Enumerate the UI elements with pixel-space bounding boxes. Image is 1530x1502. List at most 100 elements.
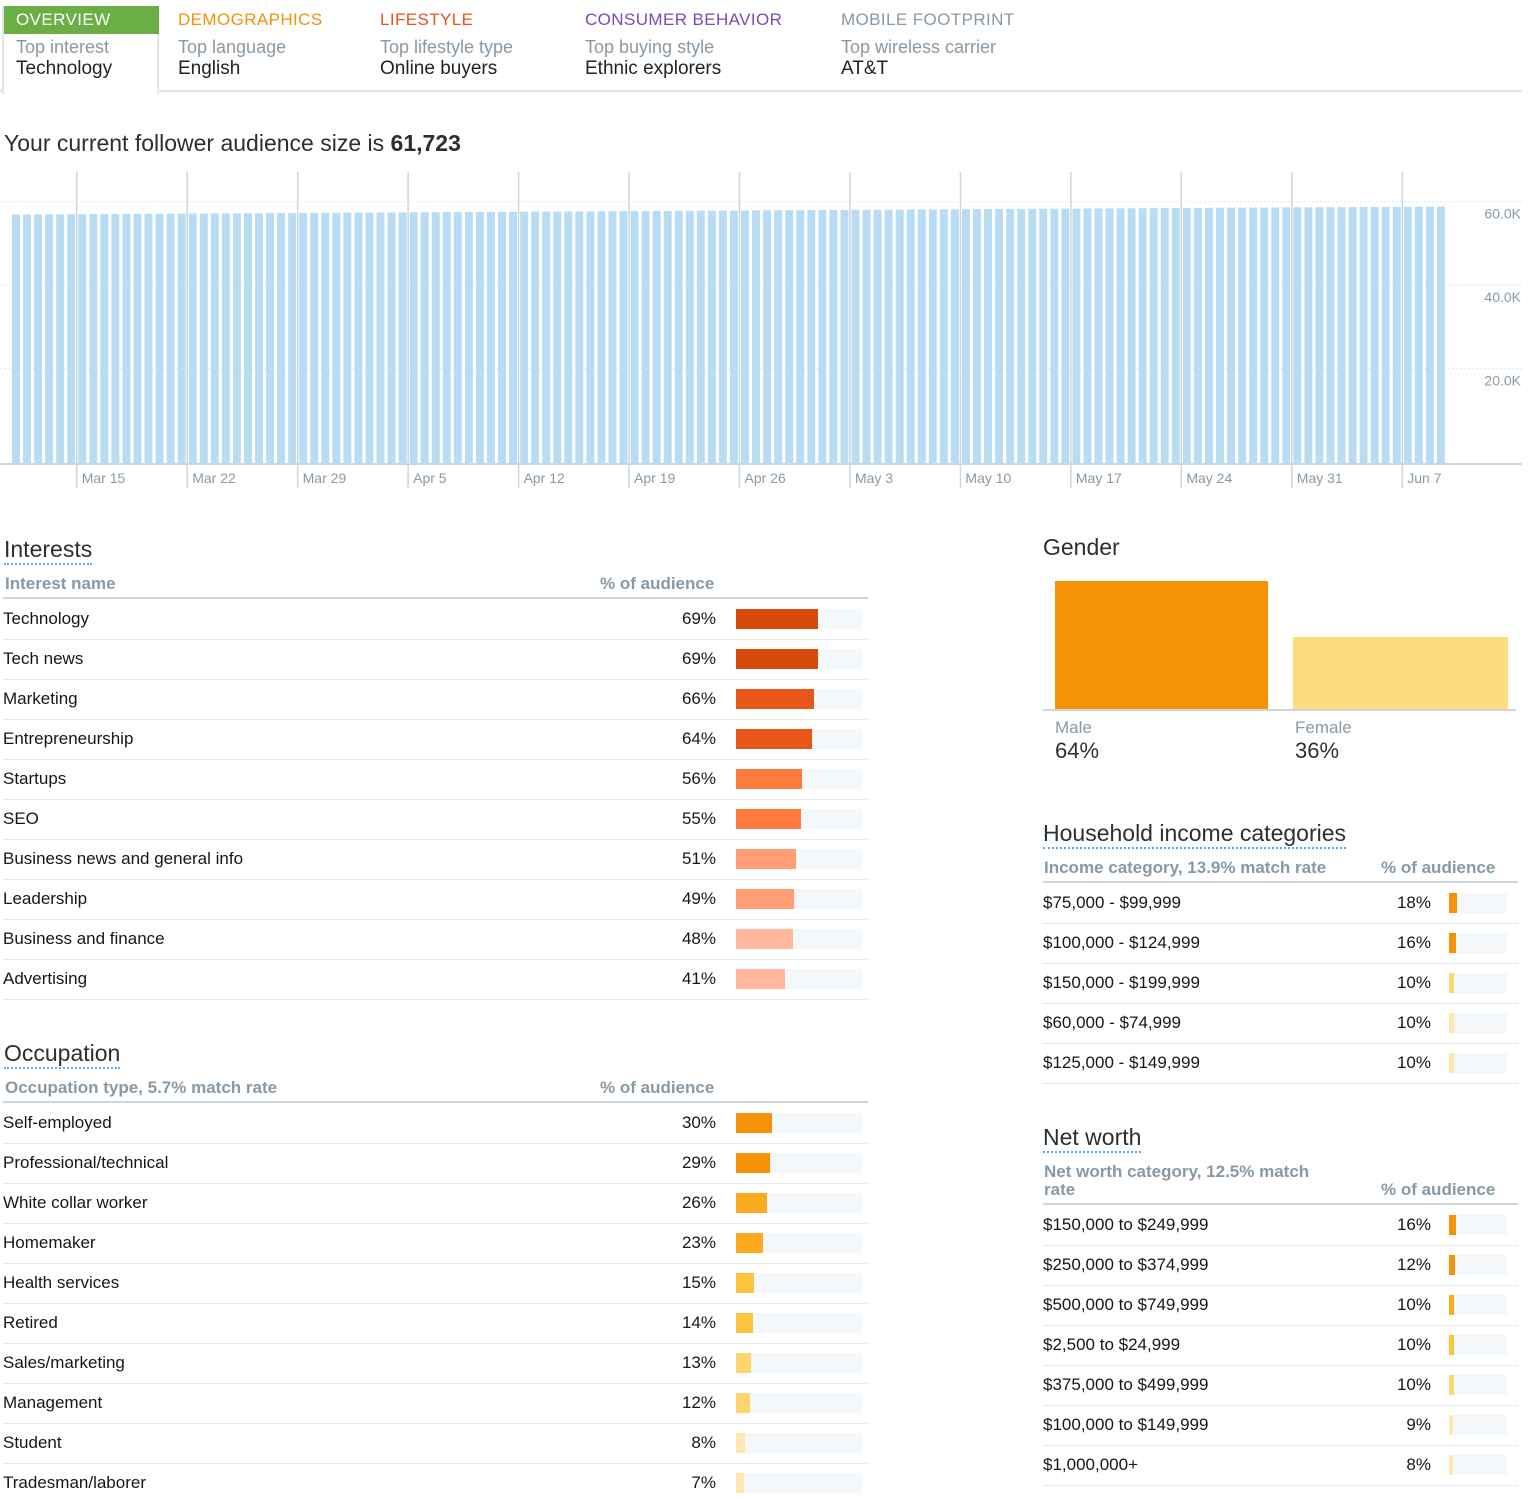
- chart-bar[interactable]: [509, 211, 518, 464]
- chart-bar[interactable]: [1216, 207, 1224, 465]
- chart-bar[interactable]: [752, 210, 761, 464]
- chart-bar[interactable]: [1304, 207, 1313, 464]
- chart-bar[interactable]: [851, 209, 860, 464]
- chart-bar[interactable]: [1381, 206, 1390, 464]
- chart-bar[interactable]: [1370, 206, 1379, 464]
- chart-bar[interactable]: [122, 213, 131, 464]
- chart-bar[interactable]: [973, 209, 981, 464]
- chart-bar[interactable]: [862, 209, 871, 464]
- chart-bar[interactable]: [917, 209, 926, 464]
- chart-bar[interactable]: [498, 211, 506, 464]
- chart-bar[interactable]: [23, 214, 31, 464]
- chart-bar[interactable]: [685, 210, 694, 464]
- chart-bar[interactable]: [442, 212, 451, 464]
- chart-bar[interactable]: [78, 214, 87, 464]
- chart-bar[interactable]: [387, 212, 396, 464]
- chart-bar[interactable]: [663, 210, 672, 464]
- chart-bar[interactable]: [730, 210, 738, 464]
- chart-bar[interactable]: [409, 212, 418, 464]
- chart-bar[interactable]: [928, 209, 937, 464]
- chart-bar[interactable]: [1017, 208, 1026, 464]
- chart-bar[interactable]: [641, 211, 650, 464]
- chart-bar[interactable]: [332, 212, 341, 464]
- chart-bar[interactable]: [984, 209, 993, 464]
- chart-bar[interactable]: [1337, 207, 1346, 465]
- chart-bar[interactable]: [431, 212, 440, 464]
- chart-bar[interactable]: [343, 212, 352, 464]
- chart-bar[interactable]: [288, 212, 297, 464]
- chart-bar[interactable]: [961, 209, 970, 464]
- chart-bar[interactable]: [243, 213, 252, 464]
- chart-bar[interactable]: [1204, 207, 1213, 464]
- tab-overview[interactable]: OVERVIEW Top interest Technology: [2, 6, 159, 94]
- chart-bar[interactable]: [266, 213, 275, 464]
- chart-bar[interactable]: [939, 209, 948, 464]
- chart-bar[interactable]: [718, 210, 727, 464]
- chart-bar[interactable]: [696, 210, 705, 464]
- chart-bar[interactable]: [652, 210, 661, 464]
- tab-demographics[interactable]: DEMOGRAPHICS Top language English: [166, 6, 356, 92]
- chart-bar[interactable]: [453, 212, 462, 464]
- chart-bar[interactable]: [1028, 208, 1037, 464]
- chart-bar[interactable]: [542, 211, 551, 464]
- chart-bar[interactable]: [1171, 208, 1180, 464]
- chart-bar[interactable]: [674, 210, 683, 464]
- chart-bar[interactable]: [1039, 208, 1048, 464]
- chart-bar[interactable]: [829, 209, 838, 464]
- chart-bar[interactable]: [1282, 207, 1291, 465]
- chart-bar[interactable]: [1271, 207, 1280, 464]
- chart-bar[interactable]: [1116, 208, 1125, 464]
- chart-bar[interactable]: [1105, 208, 1114, 464]
- chart-bar[interactable]: [420, 212, 429, 464]
- chart-bar[interactable]: [597, 211, 606, 464]
- chart-bar[interactable]: [564, 211, 573, 464]
- income-heading[interactable]: Household income categories: [1043, 820, 1347, 849]
- chart-bar[interactable]: [741, 210, 749, 464]
- chart-bar[interactable]: [1149, 208, 1158, 464]
- chart-bar[interactable]: [807, 210, 816, 464]
- chart-bar[interactable]: [586, 211, 595, 464]
- chart-bar[interactable]: [111, 213, 120, 464]
- interests-heading[interactable]: Interests: [4, 536, 93, 565]
- chart-bar[interactable]: [619, 211, 628, 464]
- chart-bar[interactable]: [464, 211, 473, 464]
- networth-heading[interactable]: Net worth: [1043, 1124, 1142, 1153]
- occupation-heading[interactable]: Occupation: [4, 1040, 121, 1069]
- chart-bar[interactable]: [1127, 208, 1136, 464]
- chart-bar[interactable]: [575, 211, 584, 464]
- chart-bar[interactable]: [45, 214, 54, 464]
- chart-bar[interactable]: [1403, 206, 1412, 464]
- chart-bar[interactable]: [232, 213, 241, 464]
- chart-bar[interactable]: [100, 214, 109, 464]
- chart-bar[interactable]: [277, 213, 286, 464]
- chart-bar[interactable]: [12, 214, 20, 464]
- chart-bar[interactable]: [1293, 207, 1302, 464]
- chart-bar[interactable]: [796, 210, 805, 464]
- chart-bar[interactable]: [763, 210, 772, 464]
- chart-bar[interactable]: [321, 212, 330, 464]
- chart-bar[interactable]: [906, 209, 915, 464]
- chart-bar[interactable]: [895, 209, 904, 464]
- chart-bar[interactable]: [950, 209, 959, 464]
- chart-bar[interactable]: [818, 210, 827, 464]
- chart-bar[interactable]: [188, 213, 197, 464]
- chart-bar[interactable]: [1414, 206, 1423, 464]
- chart-bar[interactable]: [1006, 208, 1015, 464]
- chart-bar[interactable]: [1315, 207, 1324, 464]
- chart-bar[interactable]: [1392, 206, 1401, 465]
- chart-bar[interactable]: [365, 212, 374, 464]
- chart-bar[interactable]: [398, 212, 407, 464]
- chart-bar[interactable]: [520, 211, 529, 464]
- chart-bar[interactable]: [1094, 208, 1103, 464]
- chart-bar[interactable]: [531, 211, 540, 464]
- chart-bar[interactable]: [1436, 206, 1445, 464]
- chart-bar[interactable]: [1193, 207, 1202, 464]
- chart-bar[interactable]: [1050, 208, 1059, 464]
- chart-bar[interactable]: [1138, 208, 1147, 464]
- chart-bar[interactable]: [255, 213, 263, 464]
- chart-bar[interactable]: [553, 211, 562, 464]
- chart-bar[interactable]: [210, 213, 219, 464]
- chart-bar[interactable]: [299, 212, 308, 464]
- chart-bar[interactable]: [1182, 207, 1191, 464]
- tab-mobile-footprint[interactable]: MOBILE FOOTPRINT Top wireless carrier AT…: [829, 6, 1069, 92]
